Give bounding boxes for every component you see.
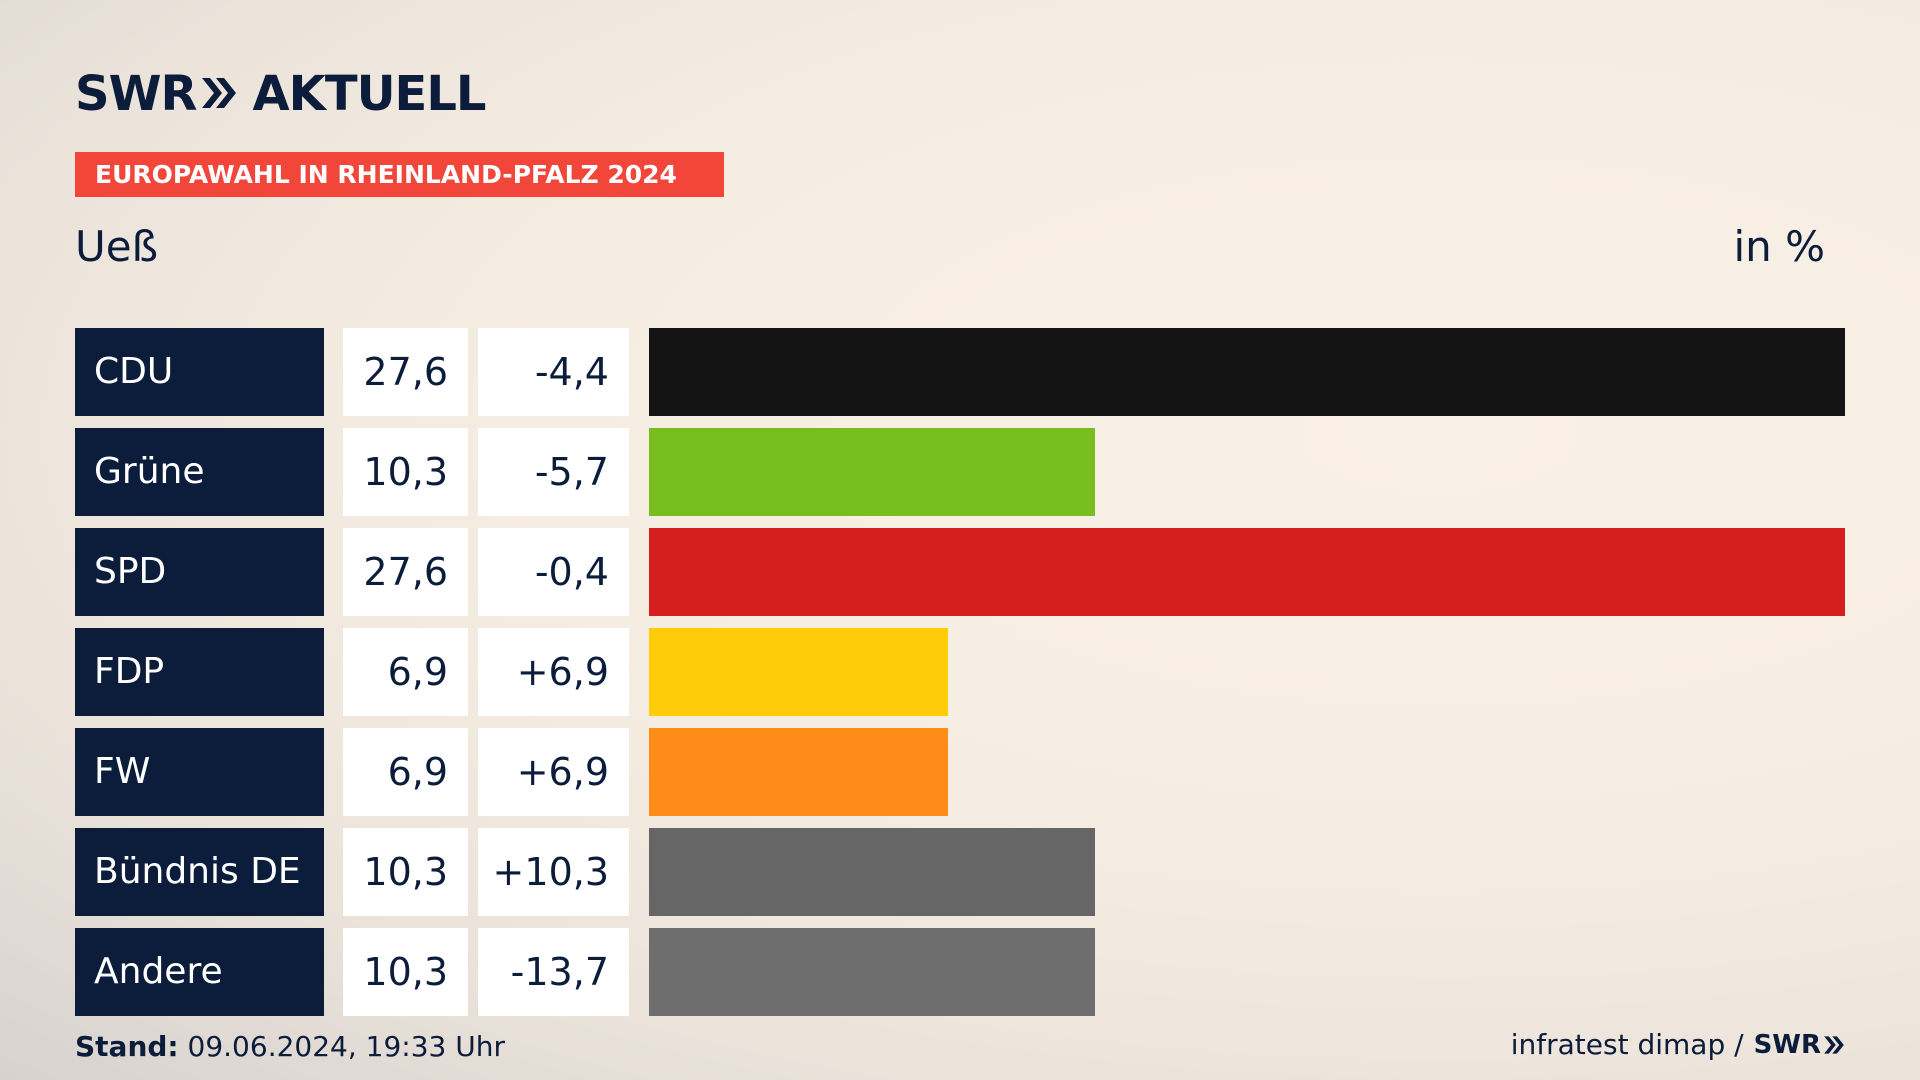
result-bar bbox=[649, 328, 1845, 416]
stand-value: 09.06.2024, 19:33 Uhr bbox=[187, 1030, 505, 1063]
unit-label: in % bbox=[1733, 222, 1825, 271]
party-label: Andere bbox=[75, 928, 324, 1016]
vote-share-value: 6,9 bbox=[343, 628, 468, 716]
timestamp: Stand: 09.06.2024, 19:33 Uhr bbox=[75, 1030, 505, 1063]
result-row: CDU 27,6 -4,4 bbox=[75, 328, 1845, 416]
party-label: Bündnis DE bbox=[75, 828, 324, 916]
result-row: FDP 6,9 +6,9 bbox=[75, 628, 1845, 716]
vote-share-difference: +6,9 bbox=[478, 628, 629, 716]
party-label: Grüne bbox=[75, 428, 324, 516]
result-bar bbox=[649, 428, 1095, 516]
vote-share-value: 10,3 bbox=[343, 428, 468, 516]
vote-share-value: 27,6 bbox=[343, 528, 468, 616]
vote-share-difference: -13,7 bbox=[478, 928, 629, 1016]
double-chevron-icon bbox=[200, 66, 238, 122]
vote-share-difference: +10,3 bbox=[478, 828, 629, 916]
result-row: FW 6,9 +6,9 bbox=[75, 728, 1845, 816]
result-bar bbox=[649, 628, 948, 716]
source-brand: SWR bbox=[1754, 1030, 1845, 1060]
swr-aktuell-logo: SWR AKTUELL bbox=[75, 66, 487, 122]
party-label: SPD bbox=[75, 528, 324, 616]
brand-name: SWR bbox=[75, 66, 197, 122]
result-bar bbox=[649, 528, 1845, 616]
source-text: infratest dimap / bbox=[1510, 1028, 1744, 1061]
double-chevron-icon bbox=[1824, 1035, 1844, 1054]
vote-share-difference: -4,4 bbox=[478, 328, 629, 416]
party-label: CDU bbox=[75, 328, 324, 416]
result-row: Andere 10,3 -13,7 bbox=[75, 928, 1845, 1016]
party-label: FDP bbox=[75, 628, 324, 716]
chart-title: Ueß bbox=[75, 222, 159, 271]
vote-share-difference: -0,4 bbox=[478, 528, 629, 616]
source-brand-name: SWR bbox=[1753, 1029, 1821, 1060]
party-label: FW bbox=[75, 728, 324, 816]
vote-share-value: 27,6 bbox=[343, 328, 468, 416]
stand-label: Stand: bbox=[75, 1030, 179, 1063]
election-banner: EUROPAWAHL IN RHEINLAND-PFALZ 2024 bbox=[75, 152, 724, 197]
brand-suffix: AKTUELL bbox=[252, 66, 486, 122]
result-row: Bündnis DE 10,3 +10,3 bbox=[75, 828, 1845, 916]
result-bar bbox=[649, 728, 948, 816]
vote-share-value: 10,3 bbox=[343, 928, 468, 1016]
result-row: SPD 27,6 -0,4 bbox=[75, 528, 1845, 616]
vote-share-value: 10,3 bbox=[343, 828, 468, 916]
vote-share-value: 6,9 bbox=[343, 728, 468, 816]
result-bar bbox=[649, 928, 1095, 1016]
vote-share-difference: -5,7 bbox=[478, 428, 629, 516]
vote-share-difference: +6,9 bbox=[478, 728, 629, 816]
result-bar bbox=[649, 828, 1095, 916]
result-row: Grüne 10,3 -5,7 bbox=[75, 428, 1845, 516]
source-credit: infratest dimap / SWR bbox=[1511, 1028, 1845, 1061]
